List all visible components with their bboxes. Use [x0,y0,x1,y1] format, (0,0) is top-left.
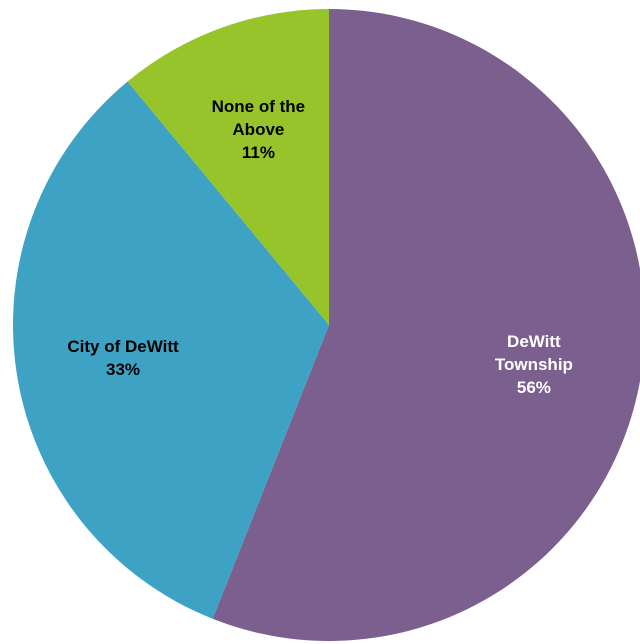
slice-percent-label: 11% [242,143,275,162]
slice-percent-label: 56% [517,378,551,397]
slice-category-label: DeWitt [507,332,561,351]
slice-category-label: Township [495,355,573,374]
slice-category-label: City of DeWitt [67,337,179,356]
slice-label-dewitt-township: DeWitt Township 56% [495,332,573,397]
slice-category-label: None of the [212,97,306,116]
pie-labels: DeWitt Township 56% City of DeWitt 33% None o… [67,97,573,397]
slice-percent-label: 33% [106,360,140,379]
slice-category-label: Above [232,120,284,139]
slice-label-none-of-the-above: None of the Above 11% [212,97,306,162]
pie-slice-dewitt-township [212,9,640,641]
pie-slice-none-of-the-above [127,9,329,325]
pie-slices [12,9,640,641]
slice-label-city-of-dewitt: City of DeWitt 33% [67,337,179,379]
pie-slice-city-of-dewitt [12,81,329,619]
